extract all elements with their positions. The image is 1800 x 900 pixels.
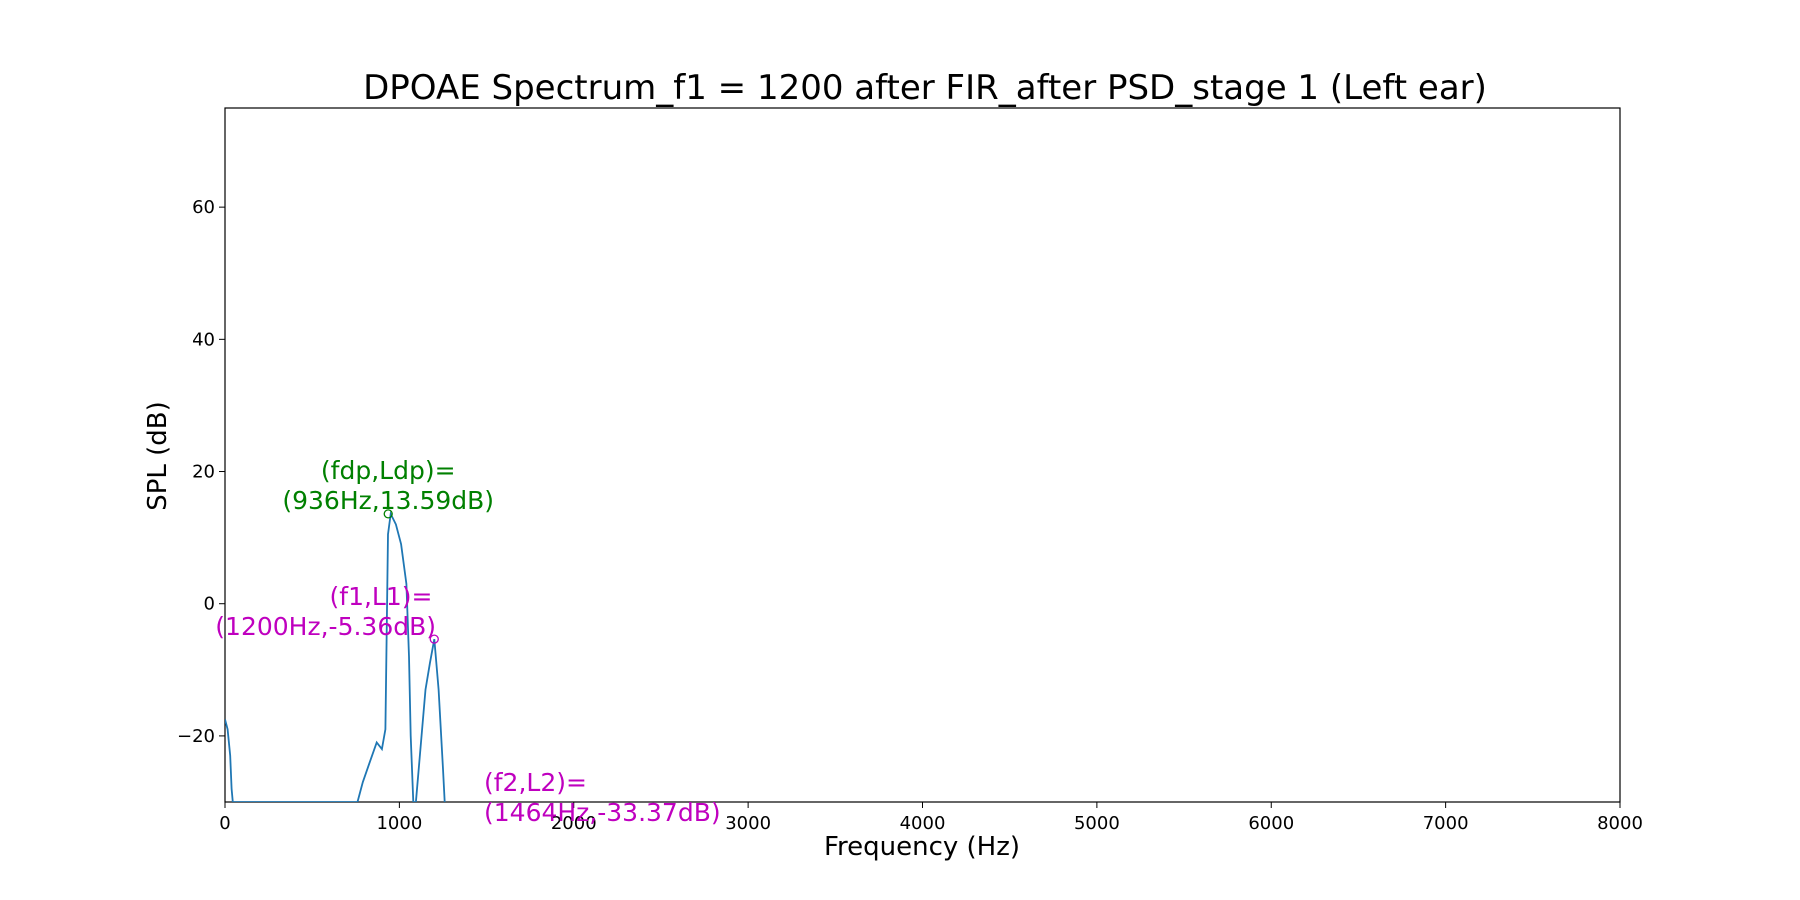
spectrum-line (225, 510, 446, 802)
f2-annotation-line2: (1464Hz,-33.37dB) (484, 798, 721, 827)
chart-title: DPOAE Spectrum_f1 = 1200 after FIR_after… (363, 68, 1487, 108)
y-tick-label: 60 (192, 197, 215, 218)
y-tick-label: 0 (204, 594, 215, 615)
y-tick-label: 20 (192, 462, 215, 483)
x-tick-label: 8000 (1597, 813, 1643, 834)
x-tick-label: 6000 (1248, 813, 1294, 834)
y-axis-label: SPL (dB) (143, 401, 173, 511)
f1-annotation-line2: (1200Hz,-5.36dB) (215, 612, 436, 641)
x-tick-label: 5000 (1074, 813, 1120, 834)
fdp-marker (383, 509, 393, 519)
annotations: (fdp,Ldp)=(936Hz,13.59dB) (f1,L1)=(1200Hz… (215, 456, 720, 827)
x-tick-label: 7000 (1423, 813, 1469, 834)
y-axis: −20 0 20 40 60 (177, 197, 225, 747)
x-tick-label: 4000 (900, 813, 946, 834)
x-axis: 0 1000 2000 3000 4000 5000 6000 7000 8000 (219, 802, 1643, 834)
fdp-annotation-line2: (936Hz,13.59dB) (282, 486, 494, 515)
annotation-markers (383, 509, 439, 644)
y-tick-label: −20 (177, 726, 215, 747)
x-tick-label: 0 (219, 813, 230, 834)
y-tick-label: 40 (192, 329, 215, 350)
x-tick-label: 2000 (551, 813, 597, 834)
plot-frame (224, 107, 1621, 803)
f1-marker (429, 634, 439, 644)
f2-annotation-line1: (f2,L2)= (484, 768, 587, 797)
x-axis-label: Frequency (Hz) (824, 832, 1020, 862)
fdp-annotation-line1: (fdp,Ldp)= (321, 456, 456, 485)
x-tick-label: 1000 (376, 813, 422, 834)
f1-annotation-line1: (f1,L1)= (330, 582, 433, 611)
x-tick-label: 3000 (725, 813, 771, 834)
